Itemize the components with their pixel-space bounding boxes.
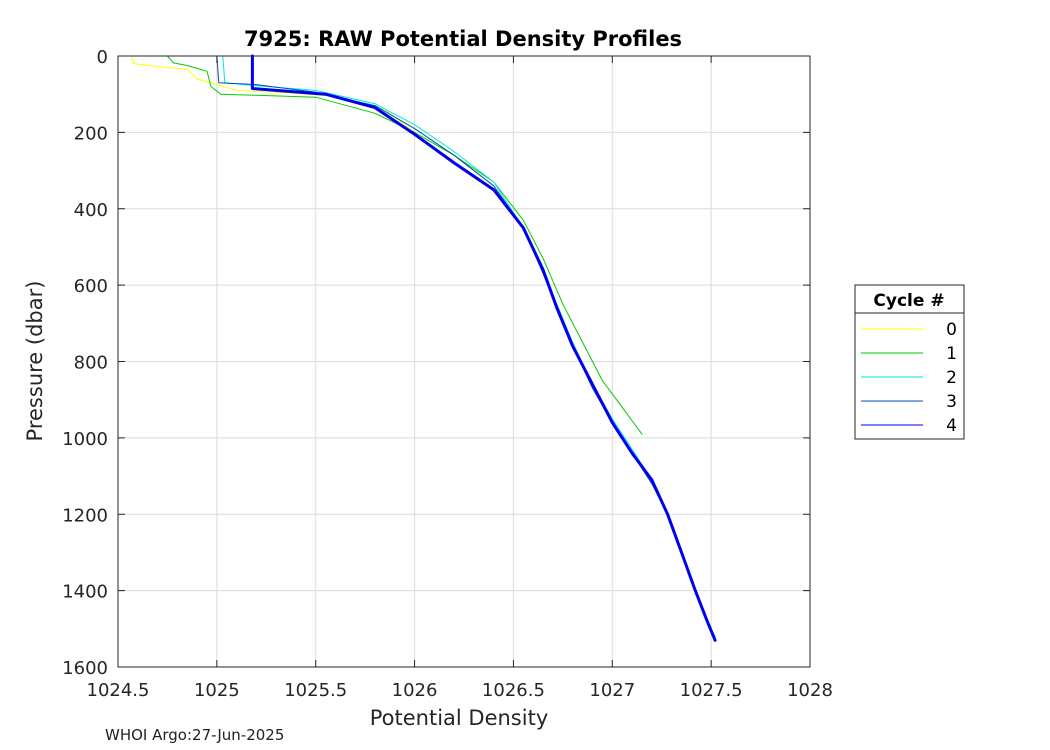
x-tick-label: 1025.5 [284, 680, 347, 701]
y-tick-label: 200 [74, 123, 108, 144]
legend: Cycle # 0 1 2 3 4 [854, 284, 965, 440]
y-tick-label: 0 [97, 47, 108, 68]
y-tick-label: 400 [74, 200, 108, 221]
x-tick-label: 1026 [392, 680, 438, 701]
legend-title: Cycle # [873, 291, 944, 311]
legend-items: 0 1 2 3 4 [861, 320, 957, 436]
legend-label-cycle-2: 2 [946, 368, 957, 388]
y-tick-label: 1200 [62, 505, 108, 526]
y-tick-label: 600 [74, 276, 108, 297]
x-tick-label: 1025 [194, 680, 240, 701]
series-line-cycle-1 [166, 55, 643, 435]
legend-label-cycle-1: 1 [946, 344, 957, 364]
y-tick-label: 1000 [62, 429, 108, 450]
x-axis-label: Potential Density [370, 706, 549, 730]
data-series [131, 54, 717, 642]
legend-label-cycle-3: 3 [946, 392, 957, 412]
x-tick-label: 1027 [589, 680, 635, 701]
y-tick-label: 1600 [62, 658, 108, 679]
x-tick-label: 1027.5 [680, 680, 743, 701]
footer-note: WHOI Argo:27-Jun-2025 [105, 726, 285, 744]
x-tick-label: 1024.5 [87, 680, 150, 701]
legend-label-cycle-0: 0 [946, 320, 957, 340]
legend-label-cycle-4: 4 [946, 416, 957, 436]
y-axis-label: Pressure (dbar) [23, 281, 47, 442]
chart-title: 7925: RAW Potential Density Profiles [244, 27, 682, 51]
x-tick-label: 1028 [787, 680, 833, 701]
x-tick-label: 1026.5 [482, 680, 545, 701]
series-line-cycle-4 [250, 54, 717, 642]
legend-box [854, 284, 965, 440]
y-tick-label: 800 [74, 353, 108, 374]
y-tick-label: 1400 [62, 582, 108, 603]
axis-ticks: 1024.5 1025 1025.5 1026 1026.5 1027 1027.5 1028… [62, 47, 833, 701]
